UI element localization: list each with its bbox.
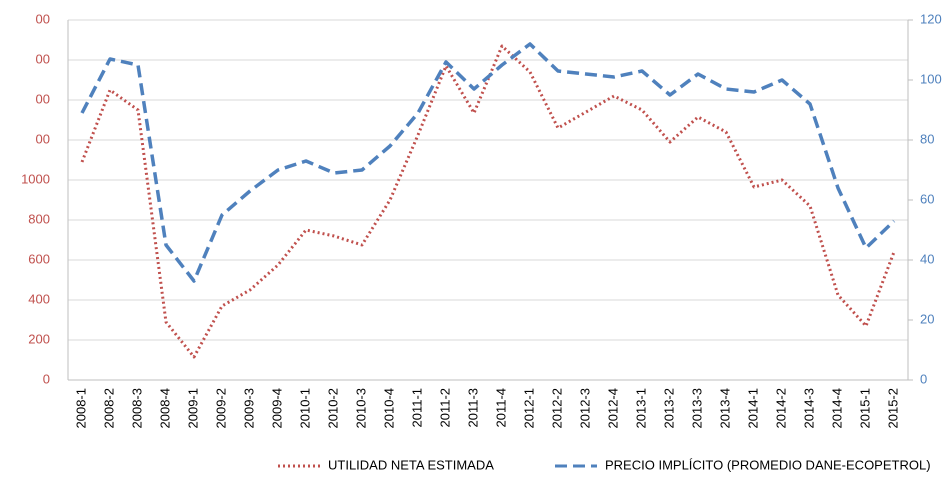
- y2-tick-label: 0: [920, 371, 927, 386]
- x-tick-label: 2013-1: [633, 388, 648, 428]
- x-tick-label: 2011-1: [409, 388, 424, 428]
- y2-tick-label: 80: [920, 131, 934, 146]
- x-tick-label: 2014-1: [745, 388, 760, 428]
- y2-tick-label: 20: [920, 311, 934, 326]
- x-tick-label: 2011-2: [437, 388, 452, 428]
- x-tick-label: 2008-2: [101, 388, 116, 428]
- x-tick-label: 2012-3: [577, 388, 592, 428]
- y-tick-label: 600: [28, 251, 50, 266]
- x-tick-label: 2014-2: [773, 388, 788, 428]
- series-line: [80, 44, 896, 359]
- y2-tick-label: 40: [920, 251, 934, 266]
- x-tick-label: 2014-3: [801, 388, 816, 428]
- x-tick-label: 2008-1: [73, 388, 88, 428]
- x-tick-label: 2015-1: [857, 388, 872, 428]
- x-tick-label: 2009-1: [185, 388, 200, 428]
- legend-label: UTILIDAD NETA ESTIMADA: [328, 457, 494, 472]
- y-tick-label: 00: [36, 91, 50, 106]
- x-tick-label: 2013-2: [661, 388, 676, 428]
- series-line: [80, 42, 896, 283]
- y-tick-label: 0: [43, 371, 50, 386]
- x-tick-label: 2010-1: [297, 388, 312, 428]
- x-tick-label: 2011-3: [465, 388, 480, 428]
- x-tick-label: 2009-4: [269, 388, 284, 428]
- x-tick-label: 2012-4: [605, 388, 620, 428]
- x-tick-label: 2010-2: [325, 388, 340, 428]
- x-tick-label: 2012-2: [549, 388, 564, 428]
- x-tick-label: 2009-2: [213, 388, 228, 428]
- legend-label: PRECIO IMPLÍCITO (PROMEDIO DANE-ECOPETRO…: [605, 457, 931, 472]
- x-tick-label: 2010-3: [353, 388, 368, 428]
- y-tick-label: 00: [36, 131, 50, 146]
- y-tick-label: 800: [28, 211, 50, 226]
- x-tick-label: 2008-4: [157, 388, 172, 428]
- y-tick-label: 200: [28, 331, 50, 346]
- y-tick-label: 00: [36, 51, 50, 66]
- y-tick-label: 400: [28, 291, 50, 306]
- x-tick-label: 2013-3: [689, 388, 704, 428]
- x-tick-label: 2010-4: [381, 388, 396, 428]
- x-tick-label: 2015-2: [885, 388, 900, 428]
- y-tick-label: 00: [36, 11, 50, 26]
- y2-tick-label: 120: [920, 11, 942, 26]
- y-tick-label: 1000: [21, 171, 50, 186]
- y2-tick-label: 100: [920, 71, 942, 86]
- x-tick-label: 2014-4: [829, 388, 844, 428]
- y2-tick-label: 60: [920, 191, 934, 206]
- x-tick-label: 2008-3: [129, 388, 144, 428]
- x-tick-label: 2011-4: [493, 388, 508, 428]
- x-tick-label: 2013-4: [717, 388, 732, 428]
- x-tick-label: 2009-3: [241, 388, 256, 428]
- x-tick-label: 2012-1: [521, 388, 536, 428]
